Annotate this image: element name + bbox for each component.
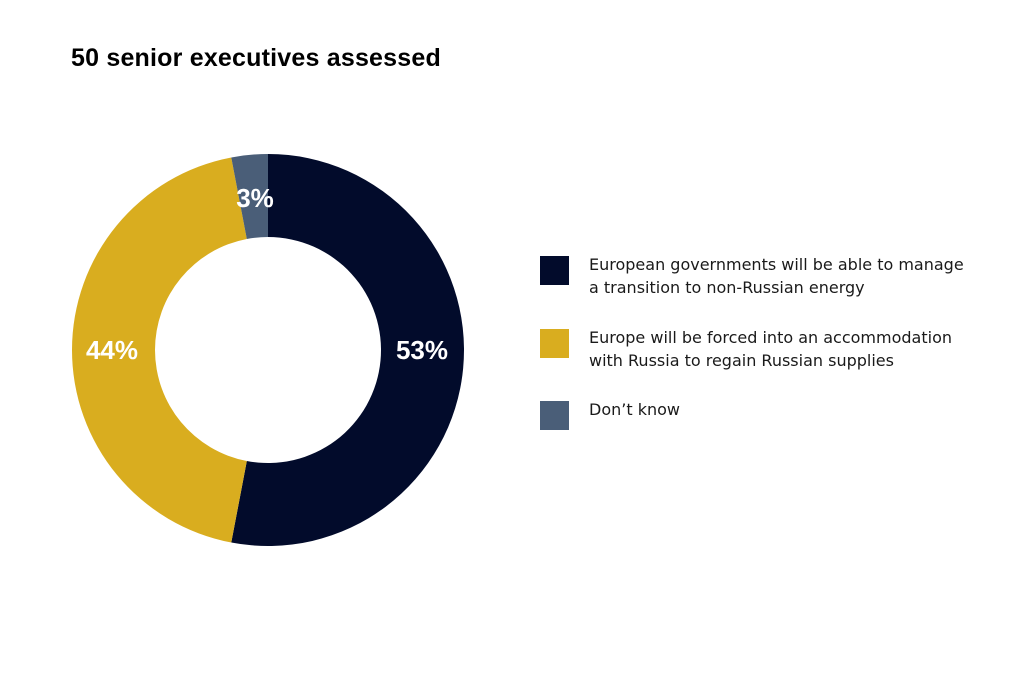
legend-item-dont-know: Don’t know [540,398,1010,430]
label-53: 53% [396,335,448,365]
slice-accommodation [71,157,247,543]
legend-swatch-dont-know [540,401,569,430]
legend-swatch-accommodation [540,329,569,358]
legend-item-manage-transition: European governments will be able to man… [540,253,1010,299]
chart-title: 50 senior executives assessed [71,44,441,72]
legend-label-manage-transition: European governments will be able to man… [589,253,964,299]
slice-dont-know [231,154,268,240]
legend-line: a transition to non-Russian energy [589,278,865,297]
legend-line: Europe will be forced into an accommodat… [589,328,952,347]
legend-line: Don’t know [589,400,680,419]
legend-line: with Russia to regain Russian supplies [589,351,894,370]
legend-swatch-manage-transition [540,256,569,285]
slice-manage-transition [231,154,464,546]
legend-label-accommodation: Europe will be forced into an accommodat… [589,326,952,372]
label-44: 44% [86,335,138,365]
legend-label-dont-know: Don’t know [589,398,680,421]
label-3: 3% [236,183,274,213]
legend-item-accommodation: Europe will be forced into an accommodat… [540,326,1010,372]
legend-line: European governments will be able to man… [589,255,964,274]
